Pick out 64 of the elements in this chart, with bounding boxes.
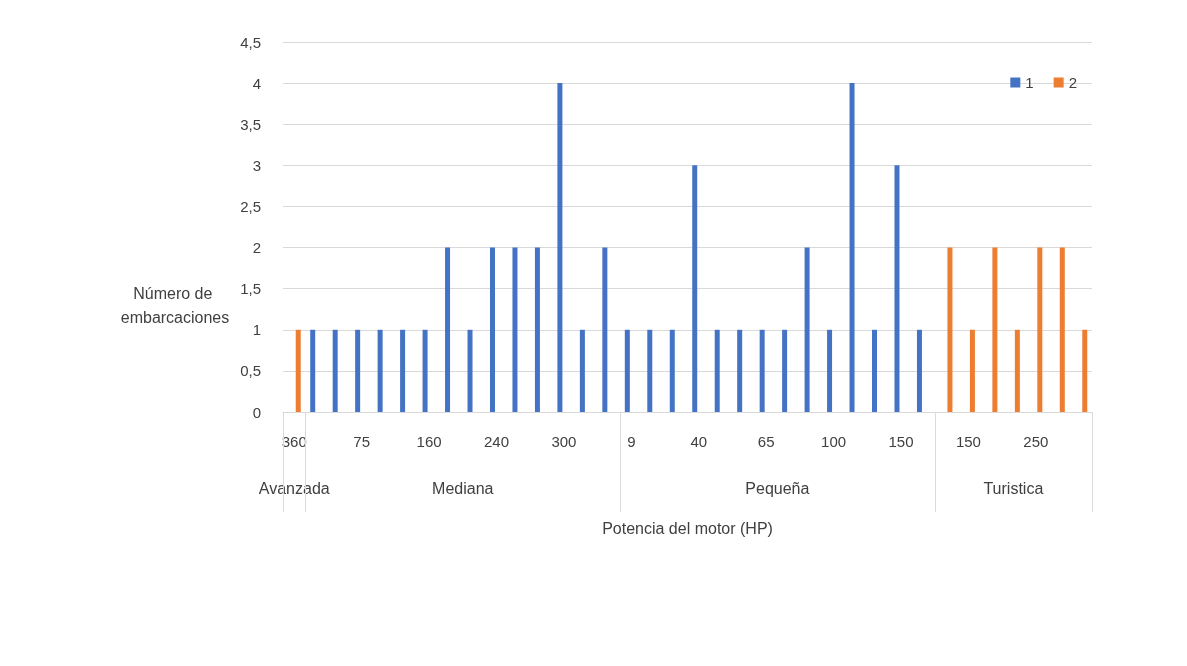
text: Turistica: [983, 479, 1044, 497]
bar: [647, 329, 653, 412]
x-tick-label: 300: [551, 433, 577, 450]
bar: [332, 329, 338, 412]
bar: [1037, 247, 1043, 412]
bar: [827, 329, 833, 412]
y-tick-label: 1,5: [240, 280, 261, 298]
bar: [804, 247, 810, 412]
x-tick-label: 9: [627, 433, 636, 450]
bar: [557, 83, 563, 412]
bar: [512, 247, 518, 412]
bar: [849, 83, 855, 412]
bar: [534, 247, 540, 412]
y-tick-label: 0,5: [240, 362, 261, 380]
y-tick-label: 4: [252, 74, 261, 92]
bar: [894, 165, 900, 412]
y-axis-title: Número de embarcaciones: [120, 284, 230, 326]
bar: [355, 329, 361, 412]
x-tick-label: 40: [690, 433, 708, 450]
x-tick-label: 65: [757, 433, 775, 450]
bar: [445, 247, 451, 412]
y-tick-label: 0: [252, 403, 261, 421]
bar: [310, 329, 316, 412]
x-tick-label: 100: [821, 433, 847, 450]
x-tick-label: 150: [955, 433, 981, 450]
bar: [295, 329, 301, 412]
bar: [602, 247, 608, 412]
bar: [969, 329, 975, 412]
legend-label: 2: [1068, 74, 1077, 91]
bar: [692, 165, 698, 412]
bar: [377, 329, 383, 412]
bar: [759, 329, 765, 412]
bar: [624, 329, 630, 412]
bar: [916, 329, 922, 412]
bar: [422, 329, 428, 412]
bar: [947, 247, 953, 412]
legend-label: 1: [1025, 74, 1034, 91]
y-tick-label: 2: [252, 239, 261, 257]
bar: [992, 247, 998, 412]
y-tick-label: 1: [252, 321, 261, 339]
text: Mediana: [432, 479, 494, 497]
x-tick-label: 160: [416, 433, 442, 450]
bar: [1082, 329, 1088, 412]
x-axis-title: Potencia del motor (HP): [602, 519, 773, 537]
bar: [782, 329, 788, 412]
x-tick-label: 75: [353, 433, 370, 450]
x-tick-label: 150: [888, 433, 914, 450]
bar: [579, 329, 585, 412]
y-tick-label: 3,5: [240, 115, 261, 133]
bar: [1014, 329, 1020, 412]
bar: [467, 329, 473, 412]
x-tick-label: 250: [1023, 433, 1049, 450]
bar: [1059, 247, 1065, 412]
y-tick-label: 2,5: [240, 197, 261, 215]
y-tick-label: 4,5: [240, 33, 261, 51]
bar: [872, 329, 878, 412]
bar: [400, 329, 406, 412]
bar: [714, 329, 720, 412]
bar: [489, 247, 495, 412]
y-tick-label: 3: [252, 156, 261, 174]
x-tick-label: 240: [483, 433, 509, 450]
text: Pequeña: [745, 479, 810, 497]
bar: [669, 329, 675, 412]
bar: [737, 329, 743, 412]
